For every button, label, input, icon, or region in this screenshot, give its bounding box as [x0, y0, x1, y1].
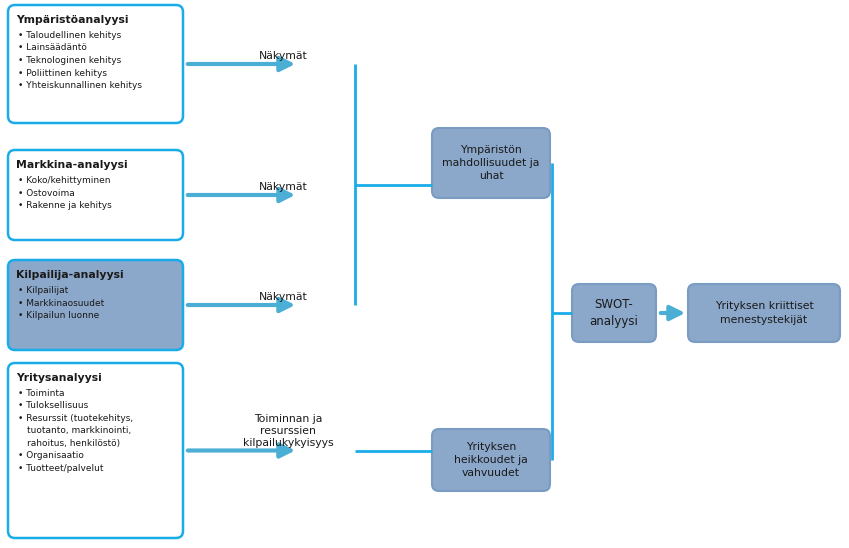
FancyBboxPatch shape [688, 284, 840, 342]
Text: Ympäristöanalyysi: Ympäristöanalyysi [16, 15, 128, 25]
Text: • Resurssit (tuotekehitys,: • Resurssit (tuotekehitys, [18, 414, 133, 423]
FancyBboxPatch shape [8, 260, 183, 350]
Text: Markkina-analyysi: Markkina-analyysi [16, 160, 127, 170]
Text: • Tuotteet/palvelut: • Tuotteet/palvelut [18, 464, 104, 473]
FancyBboxPatch shape [8, 363, 183, 538]
FancyBboxPatch shape [8, 5, 183, 123]
Text: • Kilpailijat: • Kilpailijat [18, 286, 68, 295]
Text: Toiminnan ja
resurssien
kilpailukykyisyys: Toiminnan ja resurssien kilpailukykyisyy… [243, 414, 334, 448]
FancyBboxPatch shape [432, 429, 550, 491]
Text: • Poliittinen kehitys: • Poliittinen kehitys [18, 68, 107, 77]
Text: • Organisaatio: • Organisaatio [18, 452, 84, 460]
Text: • Markkinaosuudet: • Markkinaosuudet [18, 299, 104, 307]
FancyBboxPatch shape [572, 284, 656, 342]
Text: SWOT-
analyysi: SWOT- analyysi [589, 298, 638, 328]
Text: Näkymät: Näkymät [259, 182, 307, 192]
Text: • Ostovoima: • Ostovoima [18, 189, 75, 197]
Text: • Taloudellinen kehitys: • Taloudellinen kehitys [18, 31, 121, 40]
Text: Yrityksen
heikkoudet ja
vahvuudet: Yrityksen heikkoudet ja vahvuudet [454, 442, 528, 478]
FancyBboxPatch shape [432, 128, 550, 198]
Text: Yritysanalyysi: Yritysanalyysi [16, 373, 102, 383]
Text: • Tuloksellisuus: • Tuloksellisuus [18, 402, 88, 410]
FancyBboxPatch shape [8, 150, 183, 240]
Text: Kilpailija-analyysi: Kilpailija-analyysi [16, 270, 124, 280]
Text: rahoitus, henkilöstö): rahoitus, henkilöstö) [27, 439, 120, 448]
Text: • Teknologinen kehitys: • Teknologinen kehitys [18, 56, 121, 65]
Text: tuotanto, markkinointi,: tuotanto, markkinointi, [27, 426, 132, 436]
Text: • Koko/kehittyminen: • Koko/kehittyminen [18, 176, 110, 185]
Text: Näkymät: Näkymät [259, 51, 307, 61]
Text: • Rakenne ja kehitys: • Rakenne ja kehitys [18, 201, 112, 210]
Text: Ympäristön
mahdollisuudet ja
uhat: Ympäristön mahdollisuudet ja uhat [442, 145, 540, 181]
Text: Näkymät: Näkymät [259, 292, 307, 302]
Text: • Yhteiskunnallinen kehitys: • Yhteiskunnallinen kehitys [18, 81, 142, 90]
Text: • Lainsäädäntö: • Lainsäädäntö [18, 43, 87, 53]
Text: • Toiminta: • Toiminta [18, 389, 65, 398]
Text: • Kilpailun luonne: • Kilpailun luonne [18, 311, 99, 320]
Text: Yrityksen kriittiset
menestystekijät: Yrityksen kriittiset menestystekijät [715, 301, 813, 324]
